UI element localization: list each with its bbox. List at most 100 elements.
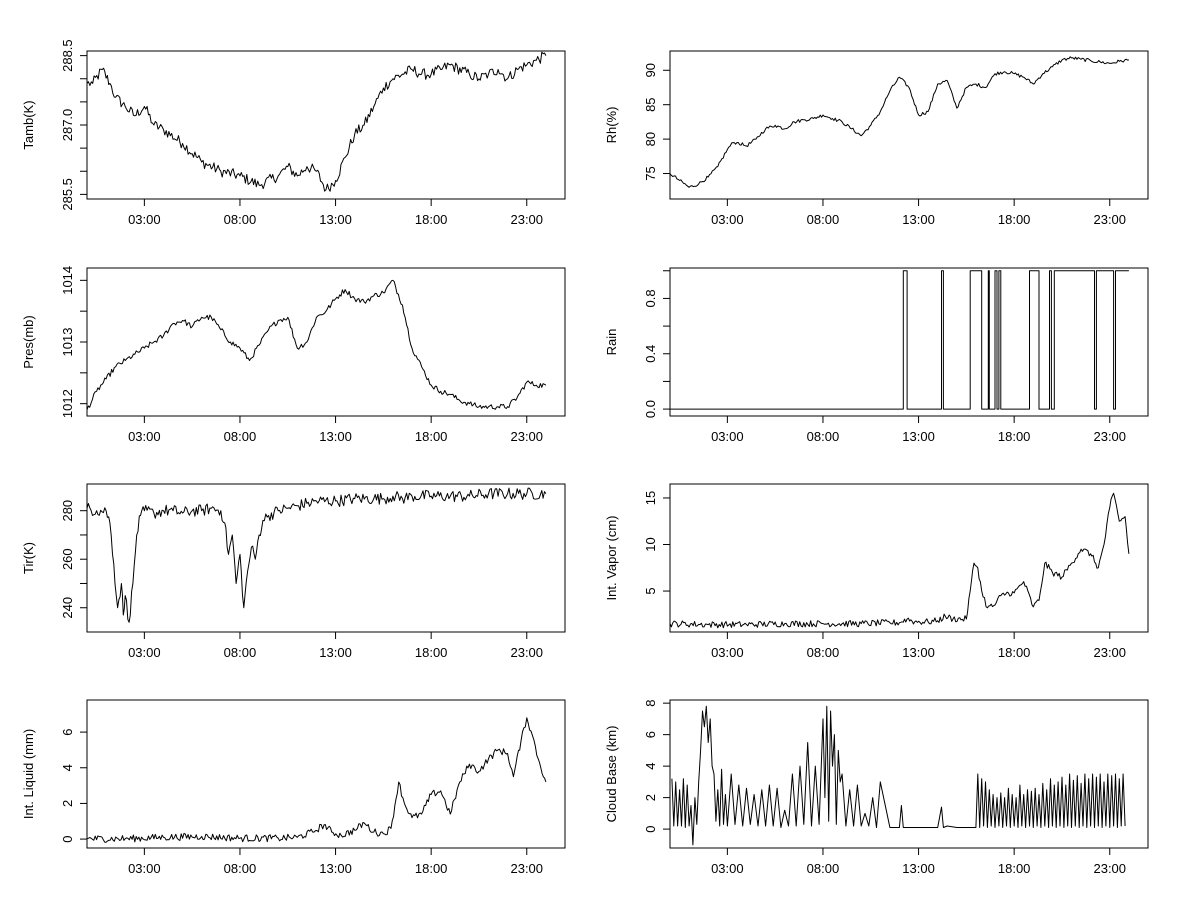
plot-frame (669, 267, 1149, 417)
x-tick-label: 13:00 (902, 861, 935, 876)
x-tick-label: 18:00 (998, 212, 1031, 227)
panel-tamb: 03:00 08:00 13:00 18:00 23:00 285.5 287.0 288.5… (21, 39, 566, 227)
y-axis-label-rh: Rh(%) (604, 107, 619, 144)
y-tick-label: 4 (60, 764, 75, 771)
panel-tir: 03:00 08:00 13:00 18:00 23:00 240 260 280 Tir(K) (21, 483, 566, 660)
y-axis-label-tamb-k: Tamb(K) (21, 100, 36, 149)
panel-int-liquid: 03:00 08:00 13:00 18:00 23:00 0 2 4 6 Int. Liquid… (21, 699, 566, 876)
x-tick-label: 03:00 (711, 212, 744, 227)
plot-frame (669, 50, 1149, 200)
x-tick-label: 18:00 (415, 861, 448, 876)
y-tick-label: 280 (60, 500, 75, 522)
x-tick-label: 18:00 (415, 212, 448, 227)
x-tick-label: 08:00 (807, 212, 840, 227)
y-tick-label: 6 (60, 728, 75, 735)
x-tick-label: 23:00 (1093, 212, 1126, 227)
x-tick-label: 03:00 (128, 861, 161, 876)
x-tick-label: 23:00 (510, 861, 543, 876)
series-line-rain (670, 270, 1129, 410)
x-tick-label: 18:00 (998, 861, 1031, 876)
y-tick-label: 285.5 (60, 178, 75, 211)
y-tick-label: 0.0 (643, 400, 658, 418)
series-line-cloud-base-km (671, 705, 1126, 846)
x-tick-label: 13:00 (319, 645, 352, 660)
y-axis-label-int-vapor-cm: Int. Vapor (cm) (604, 515, 619, 600)
series-line-int-liquid-mm (86, 717, 547, 843)
x-tick-label: 23:00 (1093, 429, 1126, 444)
x-tick-label: 08:00 (807, 429, 840, 444)
y-tick-label: 4 (643, 763, 658, 770)
y-axis-label-pres-mb: Pres(mb) (21, 315, 36, 368)
y-tick-label: 80 (643, 132, 658, 146)
y-tick-label: 240 (60, 597, 75, 619)
plot-frame (86, 483, 566, 633)
y-tick-label: 2 (60, 800, 75, 807)
y-axis-label-rain: Rain (604, 329, 619, 356)
x-tick-label: 03:00 (711, 645, 744, 660)
x-tick-label: 13:00 (902, 212, 935, 227)
y-tick-label: 287.0 (60, 109, 75, 142)
y-tick-label: 85 (643, 97, 658, 111)
x-tick-label: 08:00 (224, 212, 257, 227)
y-tick-label: 0.4 (643, 345, 658, 363)
x-tick-label: 08:00 (224, 861, 257, 876)
y-tick-label: 10 (643, 537, 658, 551)
x-tick-label: 03:00 (128, 212, 161, 227)
y-axis-label-cloud-base-km: Cloud Base (km) (604, 726, 619, 823)
plot-frame (669, 483, 1149, 633)
y-tick-label: 0 (643, 825, 658, 832)
x-tick-label: 23:00 (1093, 861, 1126, 876)
x-tick-label: 23:00 (1093, 645, 1126, 660)
plot-frame (86, 267, 566, 417)
x-tick-label: 03:00 (128, 429, 161, 444)
x-tick-label: 18:00 (415, 429, 448, 444)
panel-int-vapor: 03:00 08:00 13:00 18:00 23:00 5 10 15 Int. Vapor… (604, 483, 1149, 660)
y-tick-label: 0 (60, 835, 75, 842)
y-tick-label: 0.8 (643, 289, 658, 307)
y-tick-label: 8 (643, 700, 658, 707)
series-line-rh (669, 56, 1129, 188)
panel-cloud-base: 03:00 08:00 13:00 18:00 23:00 0 2 4 6 8 Cloud Base… (604, 699, 1149, 876)
y-tick-label: 5 (643, 587, 658, 594)
series-line-pres-mb (86, 279, 547, 410)
x-tick-label: 13:00 (319, 861, 352, 876)
panel-pres: 03:00 08:00 13:00 18:00 23:00 1012 1013 1014 Pre… (21, 266, 566, 444)
y-axis-label-tir-k: Tir(K) (21, 542, 36, 574)
x-tick-label: 03:00 (711, 861, 744, 876)
x-tick-label: 08:00 (224, 645, 257, 660)
x-tick-label: 18:00 (415, 645, 448, 660)
panel-rh: 03:00 08:00 13:00 18:00 23:00 75 80 85 90 Rh(%) (604, 50, 1149, 227)
x-tick-label: 18:00 (998, 645, 1031, 660)
x-tick-label: 08:00 (807, 861, 840, 876)
x-tick-label: 08:00 (224, 429, 257, 444)
y-tick-label: 260 (60, 548, 75, 570)
series-line-int-vapor-cm (669, 492, 1130, 629)
y-tick-label: 2 (643, 794, 658, 801)
x-tick-label: 13:00 (319, 212, 352, 227)
x-tick-label: 03:00 (128, 645, 161, 660)
plot-frame (86, 699, 566, 849)
x-tick-label: 13:00 (902, 645, 935, 660)
y-tick-label: 1014 (60, 266, 75, 295)
series-line-tir-k (86, 487, 547, 623)
y-tick-label: 75 (643, 166, 658, 180)
x-tick-label: 23:00 (510, 645, 543, 660)
x-tick-label: 18:00 (998, 429, 1031, 444)
y-tick-label: 1013 (60, 328, 75, 357)
x-tick-label: 03:00 (711, 429, 744, 444)
x-tick-label: 23:00 (510, 212, 543, 227)
x-tick-label: 08:00 (807, 645, 840, 660)
y-tick-label: 6 (643, 731, 658, 738)
y-tick-label: 288.5 (60, 39, 75, 72)
x-tick-label: 13:00 (902, 429, 935, 444)
y-tick-label: 90 (643, 63, 658, 77)
y-tick-label: 1012 (60, 389, 75, 418)
panel-rain: 03:00 08:00 13:00 18:00 23:00 0.0 0.4 0.8 Rain (604, 267, 1149, 444)
series-line-tamb-k (86, 51, 547, 192)
plot-frame (669, 699, 1149, 849)
y-tick-label: 15 (643, 491, 658, 505)
x-tick-label: 23:00 (510, 429, 543, 444)
x-tick-label: 13:00 (319, 429, 352, 444)
y-axis-label-int-liquid-mm: Int. Liquid (mm) (21, 729, 36, 819)
